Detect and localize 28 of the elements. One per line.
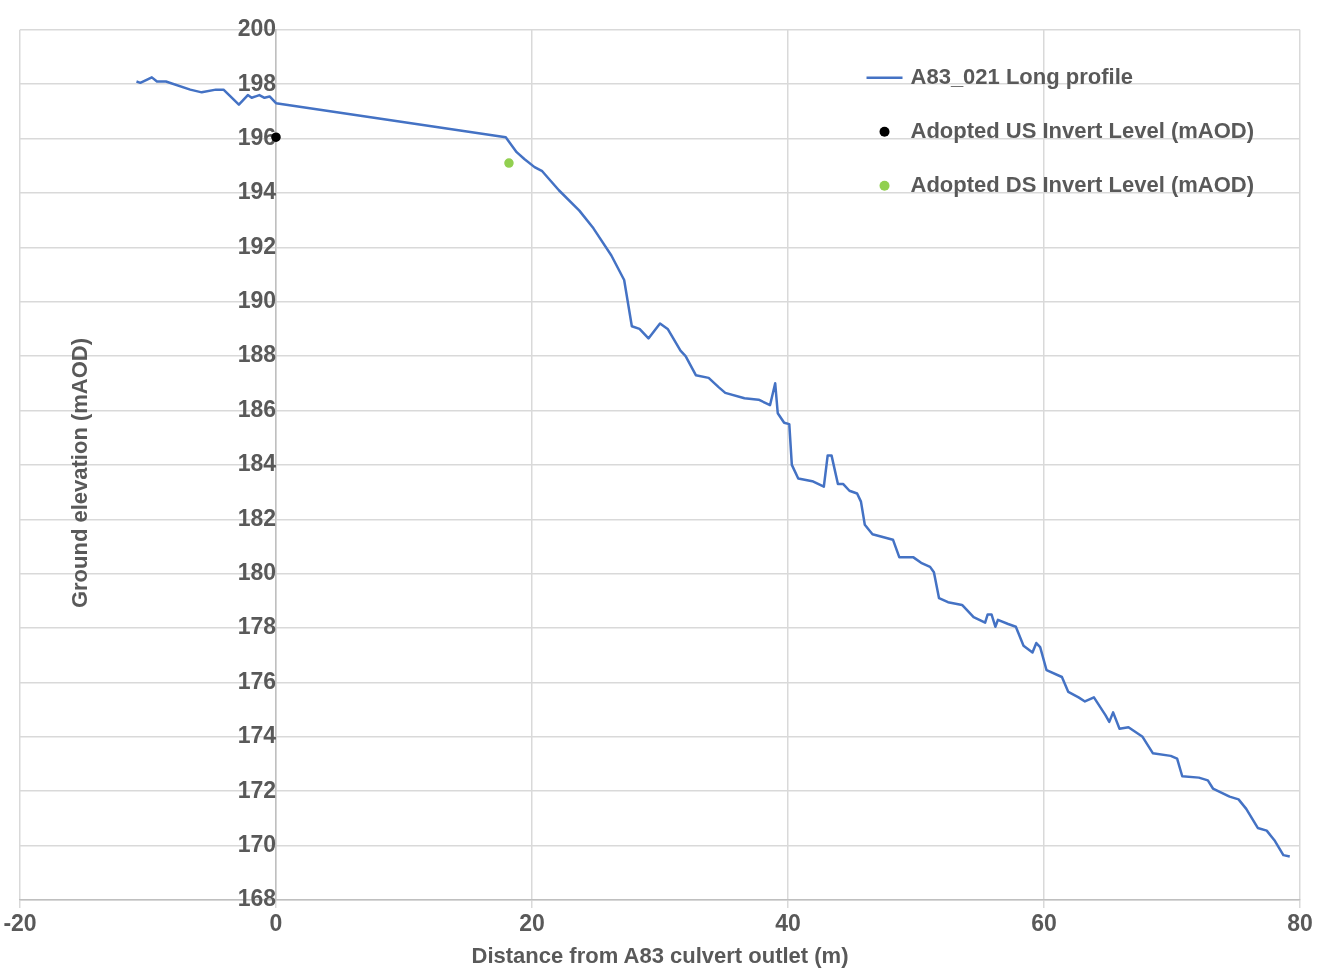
x-tick-label: 0 bbox=[269, 910, 283, 937]
y-tick-label: 170 bbox=[237, 830, 276, 857]
x-tick-label: -20 bbox=[3, 910, 37, 937]
x-axis-title: Distance from A83 culvert outlet (m) bbox=[471, 942, 849, 968]
y-tick-label: 174 bbox=[237, 722, 277, 749]
y-tick-label: 182 bbox=[237, 504, 276, 531]
y-axis-title: Ground elevation (mAOD) bbox=[67, 336, 93, 611]
y-tick-label: 172 bbox=[237, 776, 276, 803]
y-tick-label: 176 bbox=[237, 667, 276, 694]
y-tick-label: 178 bbox=[237, 613, 277, 640]
x-tick-label: 40 bbox=[775, 910, 801, 937]
legend-label: Adopted DS Invert Level (mAOD) bbox=[910, 171, 1254, 197]
y-tick-label: 168 bbox=[237, 885, 277, 912]
y-tick-label: 200 bbox=[237, 15, 276, 42]
y-tick-label: 198 bbox=[237, 69, 277, 96]
x-tick-label: 60 bbox=[1031, 910, 1057, 937]
y-tick-label: 190 bbox=[237, 287, 276, 314]
legend-label: Adopted US Invert Level (mAOD) bbox=[910, 117, 1254, 143]
y-tick-label: 180 bbox=[237, 559, 276, 586]
y-tick-label: 192 bbox=[237, 232, 276, 259]
x-tick-label: 80 bbox=[1287, 910, 1313, 937]
y-tick-label: 188 bbox=[237, 341, 277, 368]
y-tick-label: 186 bbox=[237, 395, 276, 422]
legend-label: A83_021 Long profile bbox=[910, 63, 1134, 89]
y-tick-label: 196 bbox=[237, 123, 276, 150]
y-tick-label: 194 bbox=[237, 178, 277, 205]
x-tick-label: 20 bbox=[519, 910, 545, 937]
y-tick-label: 184 bbox=[237, 450, 277, 477]
